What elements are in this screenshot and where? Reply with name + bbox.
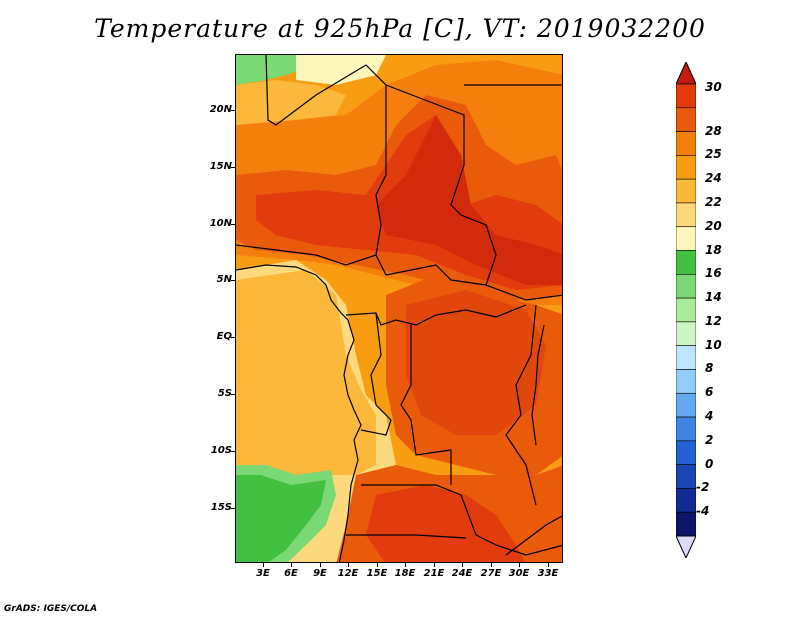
colorbar-top-triangle: [676, 62, 696, 85]
country-borders: [236, 55, 562, 562]
colorbar-box: [676, 155, 696, 180]
lat-label-10S: 10S: [210, 445, 232, 456]
colorbar-box: [676, 202, 696, 228]
lon-label-12E: 12E: [337, 568, 359, 579]
colorbar-box: [676, 369, 696, 394]
lon-tick: [348, 563, 349, 567]
colorbar-label: 28: [705, 123, 722, 138]
lat-tick: [231, 337, 235, 338]
colorbar-bottom-triangle: [676, 535, 696, 558]
lat-tick: [231, 451, 235, 452]
lon-label-33E: 33E: [537, 568, 559, 579]
lon-tick: [263, 563, 264, 567]
lon-label-3E: 3E: [256, 568, 270, 579]
colorbar-label: 2: [705, 432, 714, 447]
chart-title: Temperature at 925hPa [C], VT: 201903220…: [94, 14, 706, 43]
lat-tick: [231, 394, 235, 395]
lon-tick: [320, 563, 321, 567]
colorbar-box: [676, 274, 696, 299]
colorbar-label: 20: [705, 218, 722, 233]
colorbar-label: 18: [705, 242, 722, 257]
colorbar-box: [676, 131, 696, 156]
lat-label-10N: 10N: [209, 218, 232, 229]
colorbar-box: [676, 226, 696, 251]
region-temp-30-core: [376, 115, 562, 285]
lat-label-5N: 5N: [216, 274, 232, 285]
colorbar-label: 25: [705, 147, 722, 162]
lon-tick: [434, 563, 435, 567]
colorbar-box: [676, 345, 696, 370]
colorbar-box: [676, 107, 696, 132]
lon-tick: [462, 563, 463, 567]
colorbar: [676, 62, 696, 558]
colorbar-label: 10: [705, 337, 722, 352]
region-temp-28-congo: [406, 290, 546, 435]
lon-tick: [291, 563, 292, 567]
region-temp-22-north: [236, 80, 346, 125]
colorbar-box: [676, 464, 696, 489]
colorbar-label: 30: [705, 80, 722, 94]
colorbar-box: [676, 83, 696, 109]
colorbar-box: [676, 392, 696, 418]
lat-tick: [231, 167, 235, 168]
region-temp-28-south: [366, 485, 525, 562]
credit-text: GrADS: IGES/COLA: [4, 604, 98, 614]
lat-tick: [231, 224, 235, 225]
colorbar-label: 22: [705, 194, 722, 209]
lat-label-EQ: EQ: [216, 331, 232, 342]
colorbar-box: [676, 488, 696, 513]
region-temp-22-24: [236, 270, 376, 475]
lat-tick: [231, 508, 235, 509]
colorbar-label: 16: [705, 266, 722, 281]
colorbar-box: [676, 440, 696, 465]
colorbar-box: [676, 321, 696, 346]
lat-label-5S: 5S: [217, 388, 232, 399]
colorbar-label: 6: [705, 385, 714, 400]
colorbar-label: 4: [705, 409, 714, 424]
colorbar-label: 0: [705, 456, 714, 471]
lat-tick: [231, 110, 235, 111]
colorbar-label: 24: [705, 171, 722, 186]
colorbar-label: -4: [696, 504, 710, 519]
lon-label-30E: 30E: [508, 568, 530, 579]
colorbar-label: -2: [696, 480, 710, 495]
lat-tick: [231, 280, 235, 281]
lon-tick: [377, 563, 378, 567]
lon-label-9E: 9E: [313, 568, 327, 579]
colorbar-label: 14: [705, 290, 722, 305]
colorbar-label: 12: [705, 313, 722, 328]
lat-label-20N: 20N: [209, 104, 232, 115]
lon-label-27E: 27E: [480, 568, 502, 579]
lon-label-24E: 24E: [451, 568, 473, 579]
colorbar-box: [676, 297, 696, 323]
region-temp-16-18: [236, 475, 326, 562]
lon-label-6E: 6E: [284, 568, 298, 579]
lon-label-21E: 21E: [423, 568, 445, 579]
temperature-map: [235, 54, 563, 563]
colorbar-box: [676, 511, 696, 537]
region-temp-18-20-north: [296, 55, 386, 85]
lat-label-15N: 15N: [209, 161, 232, 172]
colorbar-box: [676, 416, 696, 442]
lon-tick: [491, 563, 492, 567]
lon-tick: [548, 563, 549, 567]
lat-label-15S: 15S: [210, 502, 232, 513]
lon-tick: [519, 563, 520, 567]
lon-tick: [405, 563, 406, 567]
colorbar-box: [676, 250, 696, 275]
colorbar-label: 8: [705, 361, 714, 376]
lon-label-18E: 18E: [394, 568, 416, 579]
colorbar-box: [676, 178, 696, 204]
lon-label-15E: 15E: [366, 568, 388, 579]
